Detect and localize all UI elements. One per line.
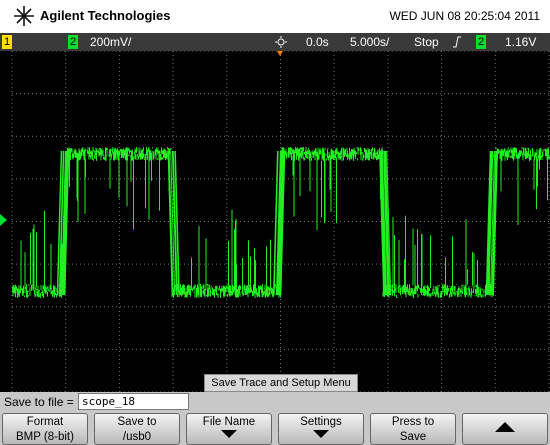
channel1[interactable]: 1 — [2, 35, 12, 49]
softkey-settings[interactable]: Settings — [278, 413, 364, 445]
key-label: Save to — [117, 416, 157, 428]
key-label: Format — [26, 416, 64, 428]
softkey-up[interactable] — [462, 413, 548, 445]
softkey-save-to[interactable]: Save to/usb0 — [94, 413, 180, 445]
volts-per-div: 200mV/ — [90, 35, 132, 49]
key-label: File Name — [202, 416, 256, 428]
run-state: Stop — [414, 35, 439, 49]
trigger-channel: 2 — [476, 35, 486, 49]
key-label: Save — [399, 431, 427, 443]
softkey-press-to-save[interactable]: Press to Save — [370, 413, 456, 445]
status-bar: 1 2 200mV/ 0.0s 5.000s/ Stop 2 1.16V — [0, 33, 550, 51]
header: Agilent Technologies WED JUN 08 20:25:04… — [0, 0, 550, 32]
softkey-format[interactable]: Format BMP (8-bit) — [2, 413, 88, 445]
down-arrow — [221, 430, 237, 438]
file-label: Save to file = — [4, 395, 74, 409]
ground-marker — [0, 214, 7, 226]
time-per-div: 5.000s/ — [350, 35, 390, 49]
logo — [14, 6, 34, 26]
trigger-icon — [275, 36, 287, 48]
key-label: Press to — [391, 416, 435, 428]
softkey-file-name[interactable]: File Name — [186, 413, 272, 445]
trigger-marker — [277, 51, 283, 56]
waveform-display — [0, 51, 550, 392]
brand: Agilent Technologies — [40, 8, 171, 23]
edge-icon — [453, 36, 461, 48]
channel2[interactable]: 2 — [68, 35, 78, 49]
key-label: /usb0 — [122, 431, 152, 443]
datetime: WED JUN 08 20:25:04 2011 — [389, 9, 540, 23]
file-name[interactable]: scope_18 — [78, 393, 189, 410]
waveform — [11, 147, 550, 298]
up-arrow — [495, 422, 515, 432]
time-offset: 0.0s — [306, 35, 329, 49]
trigger-level: 1.16V — [505, 35, 537, 49]
down-arrow — [313, 430, 329, 438]
key-label: BMP (8-bit) — [16, 431, 74, 443]
menu-title: Save Trace and Setup Menu — [204, 374, 358, 392]
key-label: Settings — [300, 416, 342, 428]
